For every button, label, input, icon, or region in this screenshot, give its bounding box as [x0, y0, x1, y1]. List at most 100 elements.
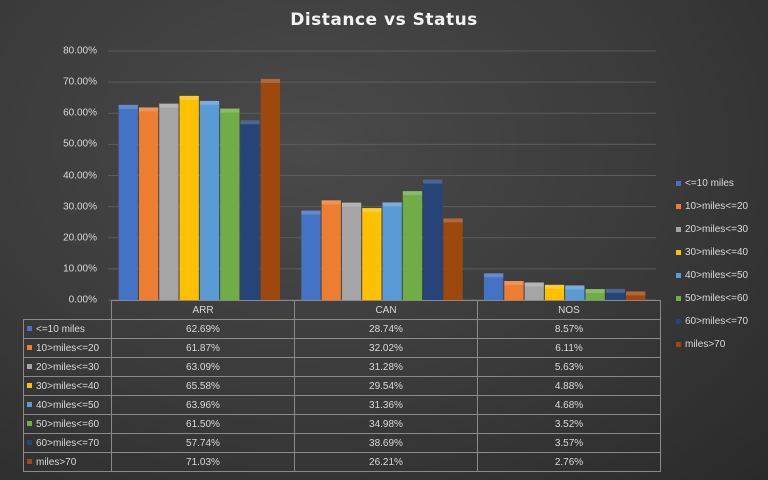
- legend-label: 60>miles<=70: [685, 316, 749, 327]
- bar: [423, 179, 443, 300]
- bar: [159, 103, 179, 300]
- data-table-corner: [23, 300, 112, 320]
- bar-highlight: [565, 285, 585, 290]
- bar-highlight: [423, 179, 443, 184]
- data-label: 34.98%: [294, 414, 478, 434]
- bar-highlight: [402, 191, 423, 196]
- legend-swatch: [676, 181, 681, 186]
- y-tick-label: 50.00%: [63, 138, 97, 150]
- table-series-label: <=10 miles: [23, 319, 112, 339]
- legend-swatch: [676, 273, 681, 278]
- table-row: 60>miles<=70 57.74% 38.69% 3.57%: [23, 433, 661, 453]
- bar: [524, 282, 544, 300]
- chart-title: Distance vs Status: [290, 10, 478, 30]
- y-axis-labels: 0.00% 10.00% 20.00% 30.00% 40.00% 50.00% 60.00…: [0, 0, 97, 480]
- legend-label: 40>miles<=50: [685, 270, 749, 281]
- bar-highlight: [138, 107, 159, 112]
- legend-label: 50>miles<=60: [685, 293, 749, 304]
- data-label: 3.52%: [477, 414, 661, 434]
- data-label: 65.58%: [111, 376, 295, 396]
- data-label: 28.74%: [294, 319, 478, 339]
- y-tick-label: 10.00%: [63, 263, 97, 275]
- table-series-name: 30>miles<=40: [36, 380, 100, 392]
- data-label: 5.63%: [477, 357, 661, 377]
- bar-highlight: [504, 280, 524, 285]
- y-tick-label: 60.00%: [63, 107, 97, 119]
- table-swatch: [27, 440, 32, 446]
- bar: [402, 191, 423, 300]
- bar: [240, 120, 260, 301]
- bar: [605, 288, 626, 300]
- bar: [321, 200, 341, 300]
- table-series-name: <=10 miles: [36, 323, 85, 335]
- y-tick-label: 80.00%: [63, 45, 97, 57]
- category-label: CAN: [294, 300, 478, 320]
- bar-highlight: [179, 95, 199, 100]
- table-series-name: 50>miles<=60: [36, 418, 100, 430]
- table-swatch: [27, 402, 32, 408]
- table-swatch: [27, 326, 32, 332]
- legend-swatch: [676, 227, 681, 232]
- legend-item: 60>miles<=70: [676, 310, 748, 333]
- legend-item: <=10 miles: [676, 172, 748, 195]
- y-tick-label: 40.00%: [63, 170, 97, 181]
- bar: [220, 108, 240, 300]
- bar: [443, 218, 463, 300]
- bar-highlight: [321, 200, 341, 205]
- table-series-name: 40>miles<=50: [36, 399, 100, 411]
- data-label: 3.57%: [477, 433, 661, 453]
- legend-item: 40>miles<=50: [676, 264, 748, 287]
- legend-item: miles>70: [676, 333, 748, 356]
- bar: [341, 202, 362, 300]
- legend-swatch: [676, 296, 681, 301]
- bar-highlight: [443, 218, 463, 223]
- data-label: 29.54%: [294, 376, 478, 396]
- legend-label: 30>miles<=40: [685, 247, 749, 258]
- data-label: 6.11%: [477, 338, 661, 358]
- bar-highlight: [605, 288, 626, 293]
- table-series-name: 10>miles<=20: [36, 342, 100, 354]
- legend-item: 20>miles<=30: [676, 218, 748, 241]
- bar-highlight: [260, 78, 281, 83]
- legend-item: 30>miles<=40: [676, 241, 748, 264]
- data-label: 61.87%: [111, 338, 295, 358]
- table-series-label: 10>miles<=20: [23, 338, 112, 358]
- table-series-label: miles>70: [23, 452, 112, 472]
- data-label: 26.21%: [294, 452, 478, 472]
- data-label: 4.88%: [477, 376, 661, 396]
- bar: [483, 273, 504, 300]
- table-series-label: 40>miles<=50: [23, 395, 112, 415]
- bar: [626, 291, 646, 300]
- bar-highlight: [362, 208, 382, 213]
- bar: [199, 100, 220, 300]
- bar-highlight: [118, 104, 138, 109]
- data-label: 61.50%: [111, 414, 295, 434]
- data-label: 62.69%: [111, 319, 295, 339]
- table-row: 10>miles<=20 61.87% 32.02% 6.11%: [23, 338, 661, 358]
- bar-highlight: [220, 108, 240, 113]
- y-tick-label: 20.00%: [63, 232, 97, 244]
- bar-highlight: [544, 284, 565, 289]
- data-label: 57.74%: [111, 433, 295, 453]
- legend-swatch: [676, 342, 681, 347]
- table-swatch: [27, 421, 32, 427]
- bar-highlight: [585, 289, 605, 294]
- data-label: 2.76%: [477, 452, 661, 472]
- y-tick-label: 0.00%: [68, 294, 97, 306]
- legend-item: 50>miles<=60: [676, 287, 748, 310]
- table-row: 40>miles<=50 63.96% 31.36% 4.68%: [23, 395, 661, 415]
- data-label: 4.68%: [477, 395, 661, 415]
- legend-label: 10>miles<=20: [685, 201, 749, 212]
- bar: [301, 210, 321, 300]
- table-row: miles>70 71.03% 26.21% 2.76%: [23, 452, 661, 472]
- data-label: 63.09%: [111, 357, 295, 377]
- data-label: 38.69%: [294, 433, 478, 453]
- y-tick-label: 70.00%: [63, 76, 97, 88]
- table-series-label: 50>miles<=60: [23, 414, 112, 434]
- table-swatch: [27, 459, 32, 465]
- bar-highlight: [301, 210, 321, 215]
- bar: [585, 289, 605, 300]
- data-label: 63.96%: [111, 395, 295, 415]
- bar: [179, 95, 199, 300]
- table-series-name: miles>70: [36, 456, 77, 468]
